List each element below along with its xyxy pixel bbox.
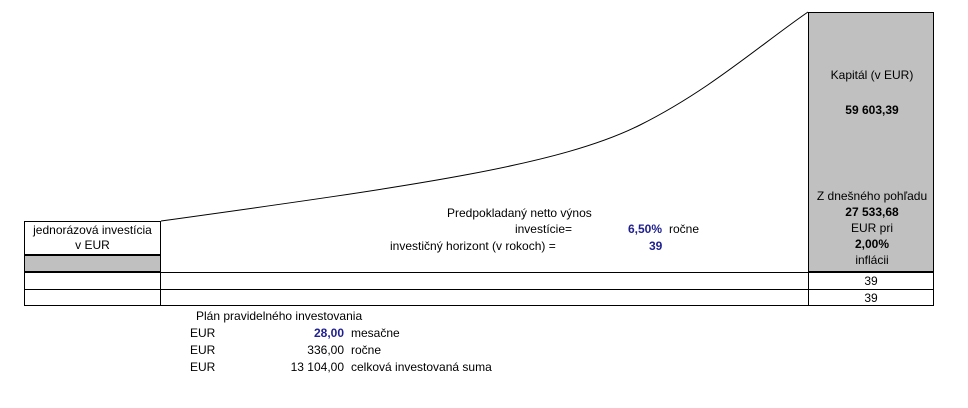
grid-line (24, 272, 25, 306)
yield-label-line2: investície= (514, 222, 572, 236)
plan-title: Plán pravidelného investovania (196, 309, 363, 323)
inflation-label: inflácii (855, 253, 889, 267)
capital-value: 59 603,39 (845, 103, 899, 117)
eur-pri-label: EUR pri (850, 221, 893, 235)
plan-total-label: celková investovaná suma (351, 360, 492, 374)
yield-label-line1: Predpokladaný netto výnos (447, 206, 592, 220)
grid-line (933, 272, 934, 306)
grid-line (160, 221, 161, 222)
plan-currency: EUR (190, 343, 216, 357)
lump-sum-label-cell: jednorázová investícia v EUR (24, 221, 161, 255)
plan-currency: EUR (190, 360, 216, 374)
table-row-value: 39 (864, 291, 878, 305)
plan-monthly-amount[interactable]: 28,00 (313, 326, 344, 340)
today-label: Z dnešného pohľadu (816, 189, 928, 203)
lump-sum-label-line2: v EUR (75, 238, 110, 252)
plan-monthly-label: mesačne (351, 326, 400, 340)
capital-column: Kapitál (v EUR) 59 603,39 Z dnešného poh… (808, 12, 934, 272)
plan-yearly-label: ročne (351, 343, 382, 357)
yield-value[interactable]: 6,50% (628, 222, 663, 236)
horizon-value[interactable]: 39 (649, 239, 663, 253)
lump-sum-input-cell[interactable] (24, 255, 161, 272)
capital-label: Kapitál (v EUR) (830, 68, 914, 82)
grid-line (24, 272, 934, 273)
yield-unit: ročne (669, 222, 700, 236)
grid-line (160, 221, 161, 306)
plan-currency: EUR (190, 326, 216, 340)
table-row-value: 39 (864, 274, 878, 288)
grid-line (24, 289, 934, 290)
horizon-label: investičný horizont (v rokoch) = (390, 239, 556, 253)
plan-yearly-amount: 336,00 (307, 343, 344, 357)
lump-sum-label-line1: jednorázová investícia (33, 223, 152, 237)
today-value: 27 533,68 (845, 205, 899, 219)
growth-curve-line (160, 11, 809, 222)
grid-line (808, 272, 809, 306)
grid-line (24, 305, 934, 306)
inflation-value: 2,00% (854, 237, 890, 251)
plan-total-amount: 13 104,00 (290, 360, 344, 374)
